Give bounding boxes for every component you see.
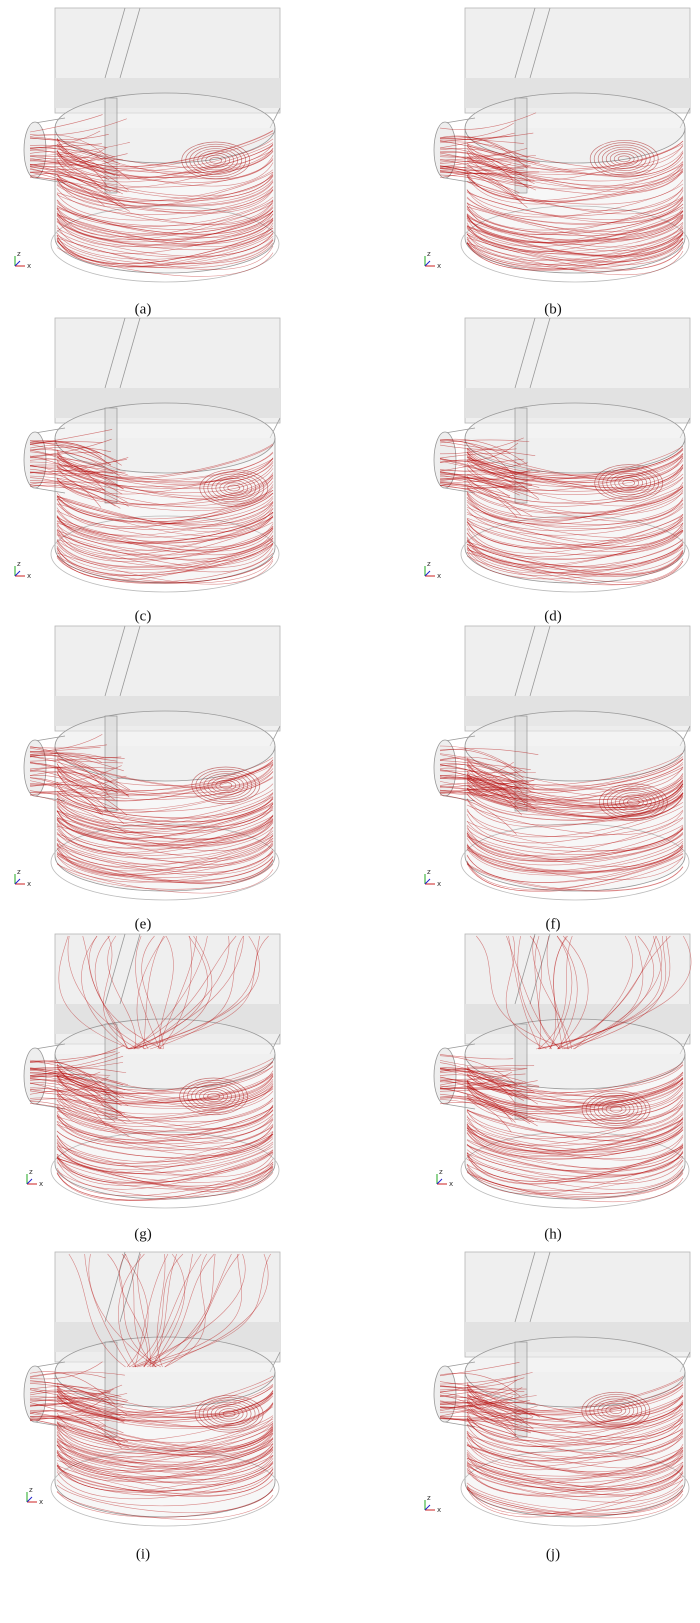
panel-label: (h) [544,1226,562,1242]
panel-label: (e) [135,916,152,932]
triad-label: x [449,1180,453,1188]
triad-y [15,571,20,576]
triad-y [425,879,430,884]
panel-image: zx [425,1252,690,1526]
triad-y [27,1179,32,1184]
triad-label: z [17,560,21,568]
triad-y [425,1505,430,1510]
vessel-top [465,711,685,781]
panel-image: zx [434,934,691,1208]
panel-label: (f) [546,916,561,932]
triad-y [437,1179,442,1184]
panel-label: (c) [135,608,152,624]
triad-y [425,571,430,576]
triad-label: x [437,572,441,580]
triad-label: x [27,572,31,580]
vessel-top [55,403,275,473]
triad-label: x [437,880,441,888]
page: {"figure": { "triad_labels": ["z", "x"],… [0,0,700,1623]
triad-label: x [27,262,31,270]
panel-label: (a) [135,301,152,317]
panel-label: (d) [544,608,562,624]
triad-label: x [39,1498,43,1506]
panel-image: zx [425,626,690,900]
triad-label: x [437,262,441,270]
triad-label: z [427,560,431,568]
panel-image: zx [15,626,280,900]
triad-y [15,261,20,266]
panel-label: (b) [544,301,562,317]
figure: zx(a)zx(b)zx(c)zx(d)zx(e)zx(f)zx(g)zx(h)… [0,0,700,1623]
triad-label: z [439,1168,443,1176]
panel-label: (j) [546,1546,560,1562]
triad-label: z [29,1486,33,1494]
panel-image: zx [425,8,690,282]
triad-y [425,261,430,266]
panel-label: (i) [136,1546,150,1562]
panel-label: (g) [134,1226,152,1242]
triad-label: z [427,1494,431,1502]
panel-image: zx [425,318,690,592]
panel-image: zx [24,1252,280,1526]
vessel-top [465,403,685,473]
panel-image: zx [15,318,280,592]
triad-y [15,879,20,884]
triad-label: x [39,1180,43,1188]
triad-label: z [427,250,431,258]
panel-image: zx [24,934,280,1208]
triad-label: z [17,250,21,258]
triad-label: x [27,880,31,888]
triad-label: z [29,1168,33,1176]
triad-label: z [17,868,21,876]
vessel-top [55,1019,275,1089]
triad-y [27,1497,32,1502]
vessel-top [55,711,275,781]
panel-image: zx [15,8,280,282]
triad-label: z [427,868,431,876]
triad-label: x [437,1506,441,1514]
